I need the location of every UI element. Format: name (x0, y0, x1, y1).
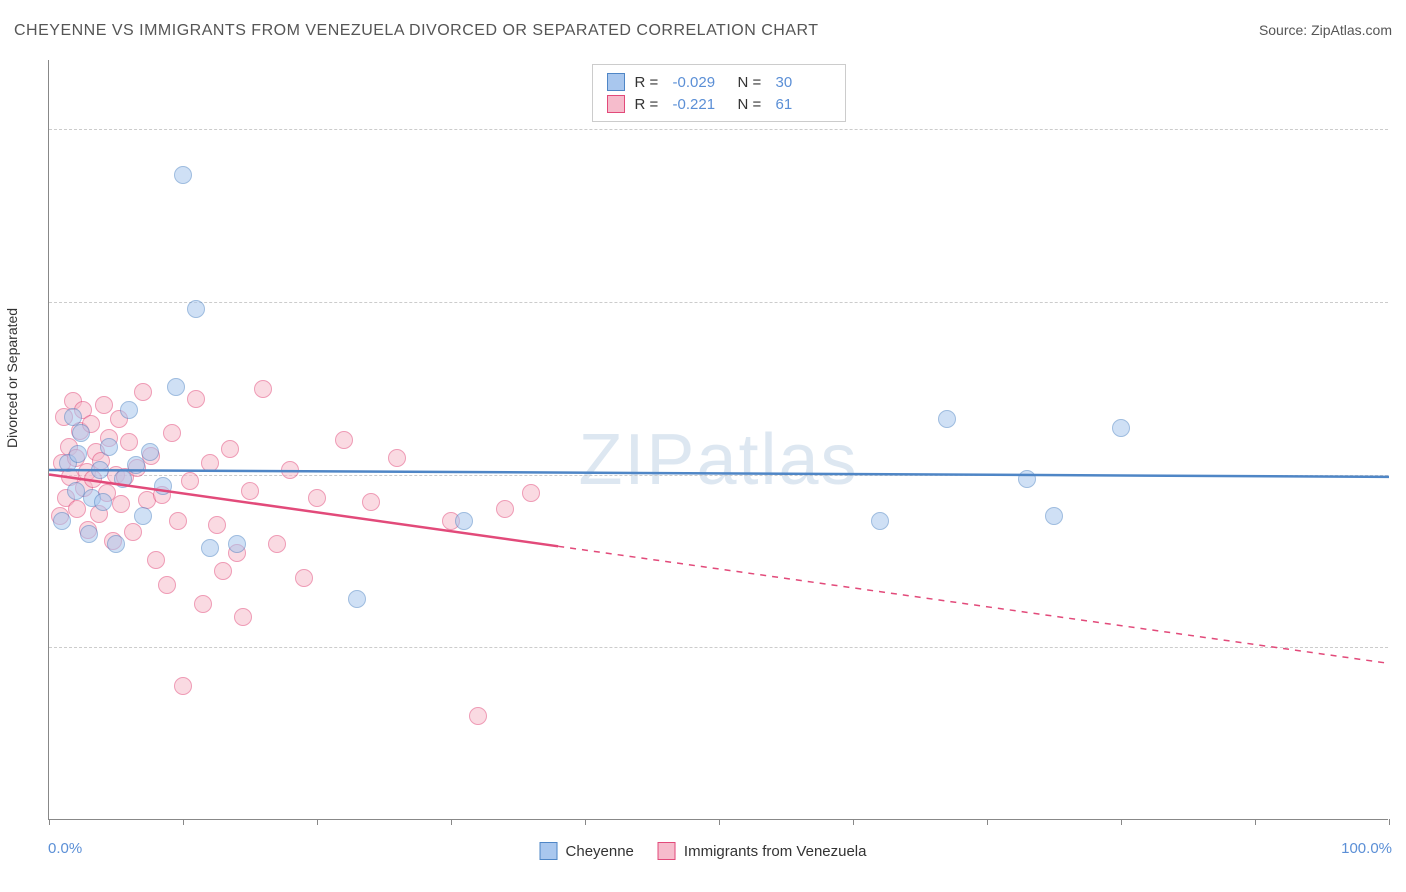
x-tick-mark (853, 819, 854, 825)
x-axis-min-label: 0.0% (48, 840, 82, 857)
source-name: ZipAtlas.com (1311, 22, 1392, 38)
x-tick-mark (183, 819, 184, 825)
r-value: -0.221 (673, 96, 728, 113)
swatch-icon (540, 842, 558, 860)
source-prefix: Source: (1259, 22, 1311, 38)
x-tick-mark (585, 819, 586, 825)
trend-line-dashed (558, 546, 1389, 663)
legend-row-cheyenne: R = -0.029 N = 30 (607, 71, 831, 93)
legend-item-venezuela: Immigrants from Venezuela (658, 842, 867, 860)
trendlines-layer (49, 60, 1388, 819)
y-tick-label: 7.5% (1393, 639, 1406, 656)
r-value: -0.029 (673, 74, 728, 91)
r-label: R = (635, 74, 663, 91)
x-tick-mark (1121, 819, 1122, 825)
x-tick-mark (1255, 819, 1256, 825)
correlation-chart-container: CHEYENNE VS IMMIGRANTS FROM VENEZUELA DI… (0, 0, 1406, 892)
r-label: R = (635, 96, 663, 113)
x-tick-mark (451, 819, 452, 825)
x-tick-mark (317, 819, 318, 825)
y-axis-label: Divorced or Separated (4, 308, 20, 448)
x-tick-mark (1389, 819, 1390, 825)
swatch-icon (607, 73, 625, 91)
swatch-icon (607, 95, 625, 113)
chart-plot-area: ZIPatlas R = -0.029 N = 30 R = -0.221 N … (48, 60, 1388, 820)
legend-row-venezuela: R = -0.221 N = 61 (607, 93, 831, 115)
trend-line-solid (49, 475, 558, 547)
n-value: 30 (776, 74, 831, 91)
trend-line-solid (49, 470, 1389, 477)
swatch-icon (658, 842, 676, 860)
series-name: Immigrants from Venezuela (684, 843, 867, 860)
source-attribution: Source: ZipAtlas.com (1259, 22, 1392, 38)
series-legend: Cheyenne Immigrants from Venezuela (540, 842, 867, 860)
n-value: 61 (776, 96, 831, 113)
n-label: N = (738, 96, 766, 113)
y-tick-label: 15.0% (1393, 466, 1406, 483)
legend-item-cheyenne: Cheyenne (540, 842, 634, 860)
chart-title: CHEYENNE VS IMMIGRANTS FROM VENEZUELA DI… (14, 22, 819, 40)
x-tick-mark (49, 819, 50, 825)
y-tick-label: 30.0% (1393, 121, 1406, 138)
x-tick-mark (987, 819, 988, 825)
n-label: N = (738, 74, 766, 91)
x-axis-max-label: 100.0% (1341, 840, 1392, 857)
y-tick-label: 22.5% (1393, 293, 1406, 310)
x-tick-mark (719, 819, 720, 825)
correlation-legend-box: R = -0.029 N = 30 R = -0.221 N = 61 (592, 64, 846, 122)
series-name: Cheyenne (566, 843, 634, 860)
